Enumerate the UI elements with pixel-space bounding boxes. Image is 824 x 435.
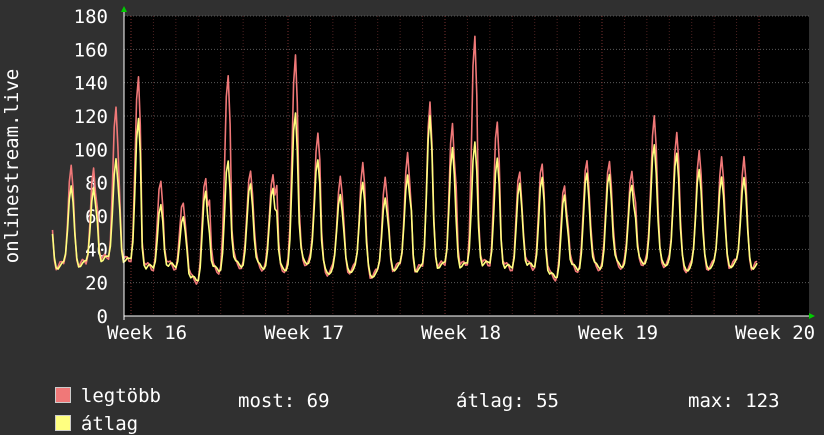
legend-swatch-average: [54, 415, 71, 431]
legend-label-max: legtöbb: [80, 385, 161, 407]
y-tick-label: 40: [85, 239, 108, 261]
y-tick-label: 20: [85, 273, 108, 295]
y-tick-label: 0: [97, 306, 108, 328]
stat-current: most: 69: [238, 390, 330, 412]
axes: [121, 6, 815, 320]
x-tick-label: Week 17: [264, 322, 344, 344]
legend-item-average: átlag: [32, 391, 138, 435]
legend-label-average: átlag: [80, 413, 139, 435]
x-tick-label: Week 20: [735, 322, 815, 344]
y-axis-label: onlinestream.live: [1, 69, 23, 263]
y-tick-label: 120: [74, 106, 108, 128]
y-tick-label: 100: [74, 139, 108, 161]
legend-item-max: legtöbb: [32, 363, 161, 407]
x-tick-label: Week 19: [578, 322, 658, 344]
y-tick-label: 80: [85, 173, 108, 195]
series-line-average: [51, 112, 758, 282]
x-axis-arrow: [809, 313, 815, 319]
y-tick-label: 140: [74, 73, 108, 95]
x-axis-ticks: Week 16 Week 17 Week 18 Week 19 Week 20: [107, 322, 815, 344]
y-tick-label: 180: [74, 6, 108, 28]
x-tick-label: Week 18: [421, 322, 501, 344]
legend-swatch-max: [54, 387, 71, 403]
y-tick-label: 160: [74, 39, 108, 61]
x-tick-label: Week 16: [107, 322, 187, 344]
series: [51, 35, 758, 285]
stat-average: átlag: 55: [456, 390, 559, 412]
stat-max: max: 123: [688, 390, 780, 412]
y-axis-arrow: [121, 6, 127, 12]
